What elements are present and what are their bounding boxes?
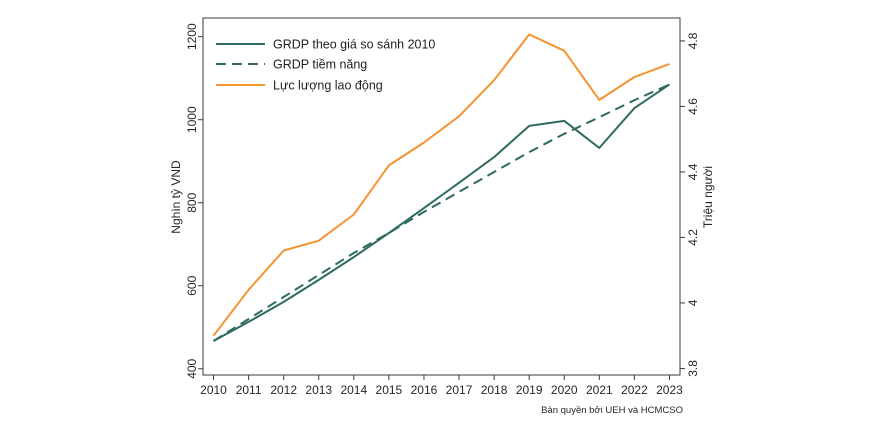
left-tick-label: 600: [185, 275, 199, 295]
left-axis-title: Nghìn tỷ VND: [169, 160, 183, 234]
legend: GRDP theo giá so sánh 2010 GRDP tiềm năn…: [216, 38, 435, 93]
x-tick-label: 2022: [621, 383, 648, 397]
right-axis-title: Triệu người: [701, 166, 715, 228]
legend-label-grdp-2010-prices: GRDP theo giá so sánh 2010: [273, 38, 435, 52]
plot-frame: [202, 17, 681, 376]
series-lines: [212, 33, 671, 342]
right-tick-label: 4.4: [686, 163, 700, 180]
left-tick-label: 1000: [185, 106, 199, 133]
right-tick-label: 4.2: [686, 229, 700, 246]
right-tick-label: 4: [686, 299, 700, 306]
left-tick-label: 400: [185, 358, 199, 378]
series-line-labor-force: [212, 33, 670, 337]
x-tick-label: 2020: [551, 383, 578, 397]
legend-label-labor-force: Lực lượng lao động: [273, 79, 383, 93]
right-tick-label: 4.6: [686, 98, 700, 115]
series-line-grdp-potential: [212, 83, 670, 342]
x-tick-label: 2015: [376, 383, 403, 397]
x-tick-label: 2013: [305, 383, 332, 397]
x-tick-label: 2016: [411, 383, 438, 397]
legend-item-labor-force: Lực lượng lao động: [216, 79, 383, 93]
left-tick-label: 1200: [185, 23, 199, 50]
x-tick-label: 2023: [656, 383, 683, 397]
x-tick-label: 2011: [236, 383, 262, 397]
right-y-axis: 3.8 4 4.2 4.4 4.6 4.8: [680, 32, 700, 377]
legend-label-grdp-potential: GRDP tiềm năng: [273, 58, 367, 72]
x-tick-label: 2017: [446, 383, 473, 397]
x-tick-label: 2014: [340, 383, 367, 397]
x-tick-label: 2021: [586, 383, 613, 397]
legend-item-grdp-potential: GRDP tiềm năng: [216, 58, 367, 72]
right-tick-label: 4.8: [686, 32, 700, 49]
series-line-grdp-2010-prices: [213, 83, 671, 342]
copyright-note: Bản quyền bởi UEH và HCMCSO: [541, 405, 683, 416]
right-tick-label: 3.8: [686, 360, 700, 377]
x-tick-label: 2010: [200, 383, 227, 397]
left-tick-label: 800: [185, 192, 199, 212]
x-tick-label: 2012: [270, 383, 297, 397]
x-tick-label: 2019: [516, 383, 543, 397]
x-tick-label: 2018: [481, 383, 508, 397]
left-y-axis: 400 600 800 1000 1200: [185, 23, 203, 379]
x-axis: 2010 2011 2012 2013 2014 2015 2016 2017 2018 2019…: [200, 375, 683, 397]
legend-item-grdp-2010-prices: GRDP theo giá so sánh 2010: [216, 38, 435, 52]
